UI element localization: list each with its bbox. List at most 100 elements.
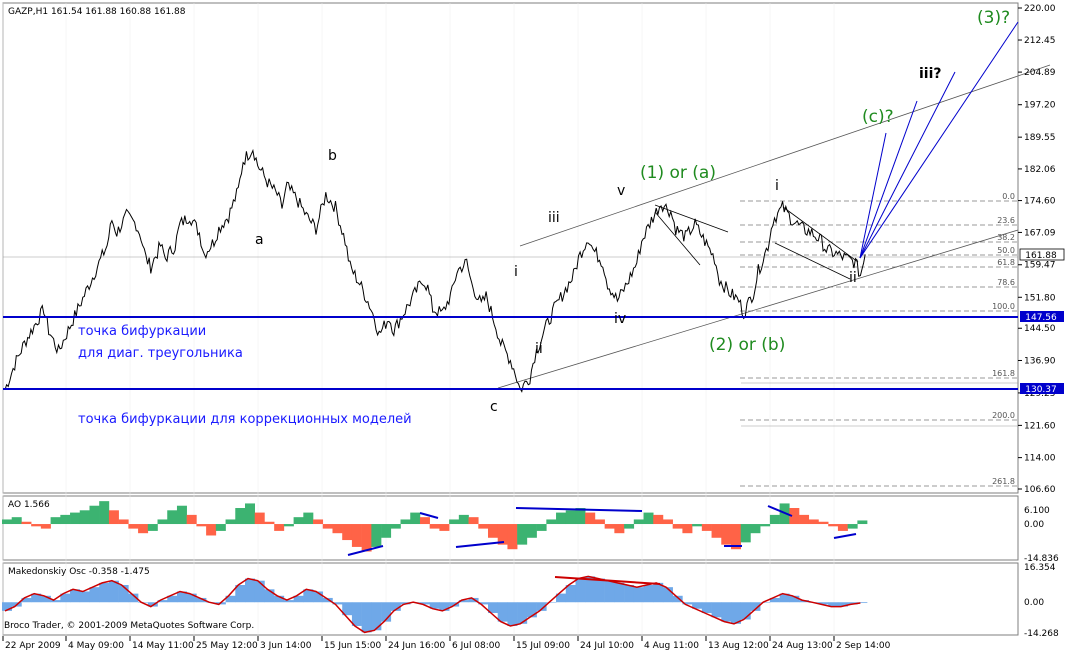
ao-bar-19 [186, 514, 197, 525]
ao-bar-1 [11, 517, 22, 525]
mak-signal-line [4, 575, 861, 634]
ao-bar-82 [799, 514, 810, 525]
channel-upper-line [519, 64, 1051, 247]
ao-tick-label-2: -14.836 [1024, 554, 1059, 564]
x-tick-label-12: 24 Aug 13:00 [772, 641, 833, 651]
mak-bar-53 [517, 602, 528, 624]
mak-bar-49 [478, 602, 489, 605]
fan-line-1 [859, 132, 887, 259]
y-tick-label-2: 204.89 [1024, 68, 1056, 78]
mak-bar-78 [760, 602, 771, 603]
mak-bar-80 [779, 593, 790, 603]
level-130-box [1020, 383, 1064, 394]
ao-bar-23 [225, 519, 236, 525]
y-tick-label-13: 121.60 [1024, 421, 1056, 431]
mak-bar-87 [847, 602, 858, 605]
mak-bar-34 [332, 602, 343, 605]
ao-bar-46 [449, 519, 460, 525]
fan-line-3 [859, 71, 956, 259]
fib-label-9: 261.8 [992, 477, 1015, 486]
ao-bar-73 [711, 524, 722, 538]
main-panel-frame [2, 2, 1019, 494]
ao-divergence-6 [833, 533, 857, 539]
ao-bar-85 [828, 524, 839, 527]
mak-bar-37 [361, 602, 372, 633]
mak-bar-25 [245, 578, 255, 603]
ao-bar-39 [381, 524, 392, 538]
ao-bar-59 [575, 508, 586, 525]
wave-label-iii-1: iii [548, 210, 560, 226]
wave-label-3-q: (3)? [977, 8, 1010, 28]
fib-label-2: 38.2 [997, 233, 1015, 242]
ao-bar-12 [118, 519, 129, 525]
ao-bar-43 [419, 517, 430, 525]
wave-label-iii-2: iii? [919, 66, 942, 82]
ao-bar-68 [662, 519, 673, 525]
mak-bar-13 [128, 593, 139, 603]
level-147-label: 147.56 [1025, 313, 1057, 323]
mak-tick-label-2: -14.268 [1024, 629, 1059, 639]
mak-divergence-line [554, 576, 661, 585]
y-tick-label-1: 212.45 [1024, 36, 1056, 46]
ao-bar-42 [410, 512, 421, 525]
wave-label-i-1: i [514, 264, 518, 280]
ao-bar-41 [400, 519, 411, 525]
mak-bar-75 [731, 602, 741, 624]
x-tick-label-2: 14 May 11:00 [132, 641, 194, 651]
mak-bar-86 [837, 602, 848, 607]
mak-bar-11 [108, 580, 119, 603]
ao-bar-22 [215, 524, 226, 531]
ao-bar-13 [128, 524, 139, 529]
y-tick-label-6: 174.60 [1024, 197, 1056, 207]
y-tick-label-9: 151.80 [1024, 293, 1056, 303]
ao-bar-83 [808, 519, 819, 525]
ao-bar-2 [21, 521, 32, 525]
mak-bar-59 [575, 578, 586, 603]
x-tick-label-10: 4 Aug 11:00 [644, 641, 699, 651]
triangle-lower-line [654, 211, 701, 266]
wave-label-c-q: (c)? [862, 107, 894, 127]
ao-bar-25 [245, 503, 255, 525]
ao-bar-44 [429, 524, 440, 529]
ao-bar-29 [283, 524, 294, 527]
ao-bar-40 [390, 524, 401, 529]
ao-bar-71 [692, 524, 703, 527]
ao-header: AO 1.566 [8, 500, 50, 510]
ao-histogram [2, 501, 868, 556]
ao-tick-label-0: 6.100 [1024, 506, 1050, 516]
ao-bar-78 [760, 524, 771, 527]
x-tick-label-0: 22 Apr 2009 [5, 641, 61, 651]
ao-bar-14 [138, 524, 149, 534]
x-tick-label-3: 25 May 12:00 [196, 641, 258, 651]
mak-bar-23 [225, 595, 236, 603]
ao-bar-38 [371, 524, 382, 547]
ao-bar-76 [740, 524, 751, 543]
mak-bar-65 [633, 587, 644, 603]
mak-bar-40 [390, 602, 401, 611]
mak-bar-12 [118, 585, 129, 603]
bifurcation-label-3: точка бифуркации для коррекционных модел… [78, 412, 412, 427]
wave-label-2-or-b: (2) or (b) [709, 335, 785, 355]
bifurcation-label-1: точка бифуркации [78, 324, 206, 339]
ao-bar-53 [517, 524, 528, 545]
wave-label-ii-2: ii [849, 270, 857, 286]
ao-bar-88 [857, 520, 868, 525]
ao-bar-64 [624, 524, 635, 529]
ao-bar-6 [60, 514, 71, 525]
ao-bar-36 [351, 524, 362, 547]
ao-bar-65 [633, 519, 644, 525]
ao-bar-52 [507, 524, 518, 550]
wave-label-a: a [255, 232, 264, 248]
mak-bar-36 [351, 602, 362, 626]
mak-bar-39 [381, 602, 392, 622]
x-tick-label-8: 15 Jul 09:00 [516, 641, 570, 651]
ao-bar-62 [604, 524, 615, 529]
mak-bar-18 [176, 591, 187, 603]
fib-label-6: 100.0 [992, 302, 1015, 311]
x-tick-label-1: 4 May 09:00 [68, 641, 124, 651]
x-tick-label-9: 24 Jul 10:00 [580, 641, 634, 651]
ao-bar-79 [769, 514, 780, 525]
mak-bar-72 [701, 602, 712, 614]
ao-bar-37 [361, 524, 372, 552]
